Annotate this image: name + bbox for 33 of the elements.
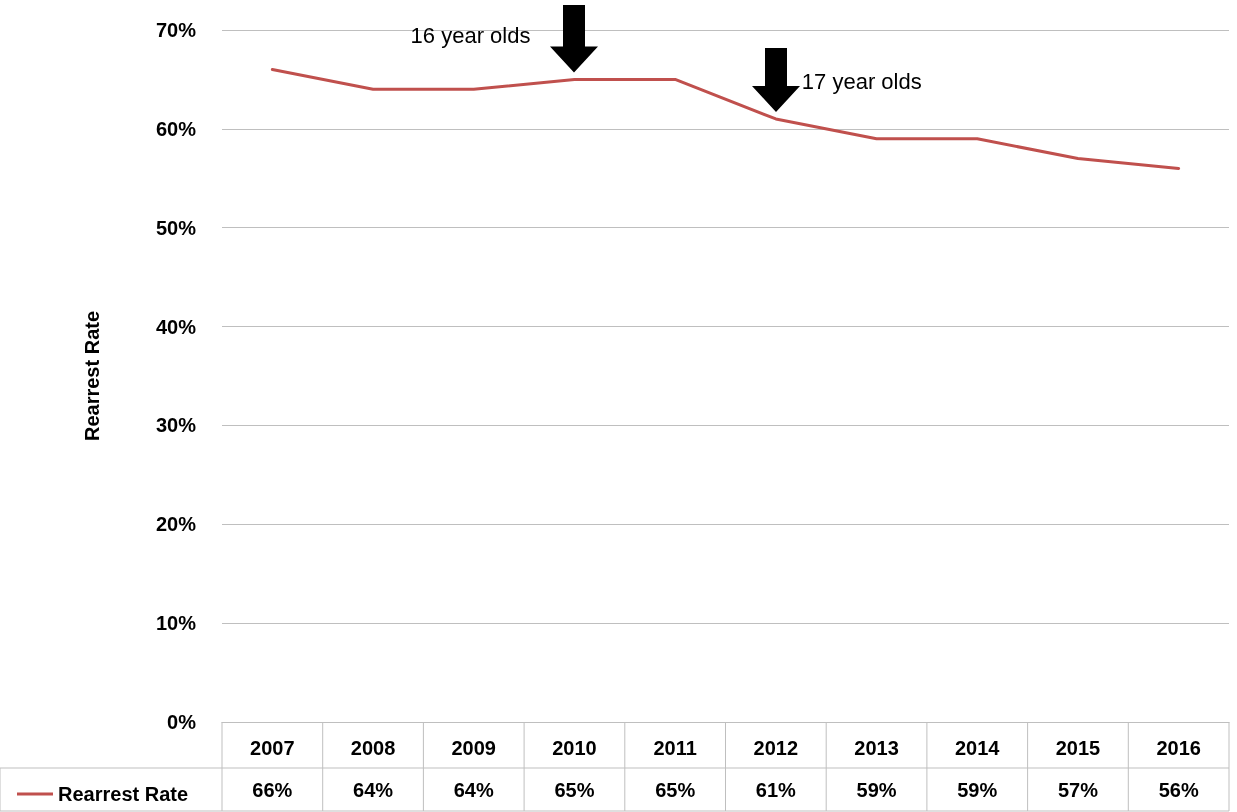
annotation: 16 year olds [410,22,531,48]
x-tick-label: 2012 [753,737,799,759]
x-tick-label: 2015 [1055,737,1101,759]
data-label: 59% [957,778,998,801]
y-tick-label: 30% [155,414,197,437]
y-tick-label: 40% [155,315,197,338]
data-label: 66% [252,778,293,801]
x-tick-label: 2010 [552,737,597,759]
annotation: 17 year olds [801,69,922,95]
x-tick-label: 2013 [854,737,899,759]
x-tick-label: 2011 [653,737,697,759]
y-tick-label: 60% [155,117,197,140]
x-tick-label: 2014 [955,737,1001,759]
data-label: 56% [1158,778,1199,801]
y-tick-label: 50% [155,216,197,239]
data-label: 64% [453,778,494,801]
y-tick-label: 20% [155,513,197,536]
y-tick-label: 0% [167,711,197,733]
data-label: 59% [856,778,897,801]
y-tick-label: 70% [155,19,197,41]
x-tick-label: 2008 [350,737,396,759]
y-tick-label: 10% [155,612,197,635]
x-tick-label: 2016 [1156,737,1201,759]
data-label: 61% [755,778,797,801]
x-tick-label: 2007 [250,737,295,759]
y-axis-title: Rearrest Rate [81,310,103,442]
data-label: 57% [1057,778,1099,801]
line-series [270,68,1181,170]
data-label: 65% [554,778,595,801]
legend-label: Rearrest Rate [58,783,189,805]
x-tick-label: 2009 [451,737,496,759]
data-label: 65% [655,778,696,801]
data-label: 64% [353,778,394,801]
